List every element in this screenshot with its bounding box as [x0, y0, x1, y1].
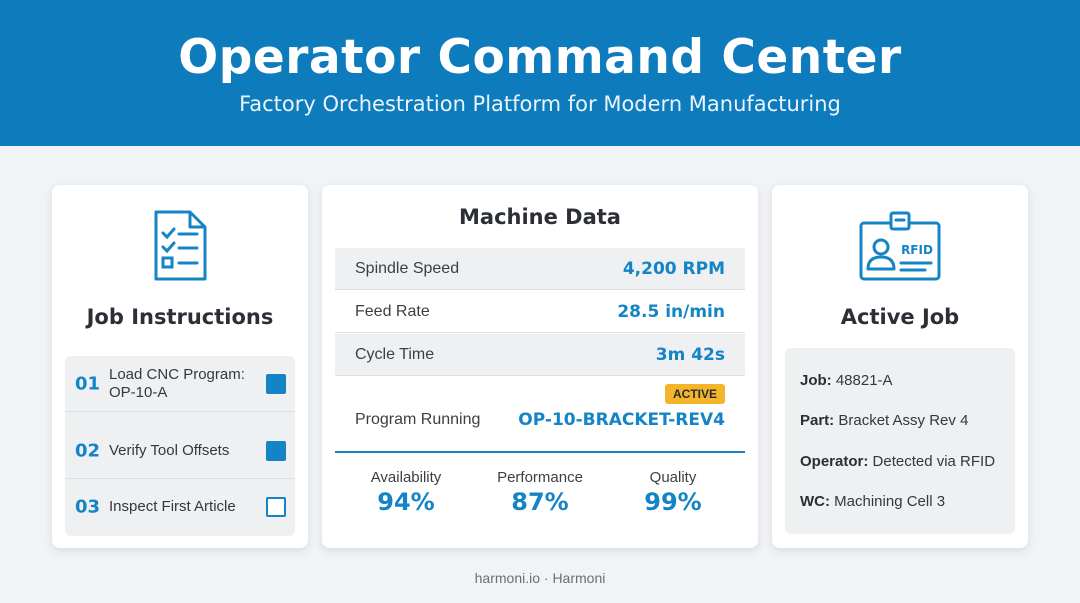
instruction-steps-list: 01 Load CNC Program: OP-10-A 02 Verify T… — [65, 356, 295, 536]
step-checkbox-unchecked[interactable] — [266, 497, 286, 517]
kpi-value: 87% — [511, 488, 569, 516]
step-text: Load CNC Program: OP-10-A — [109, 365, 245, 401]
field-value: Machining Cell 3 — [834, 493, 946, 510]
step-number: 02 — [75, 440, 101, 461]
footer-credit: harmoni.io · Harmoni — [474, 570, 606, 586]
active-job-card: RFID Active Job Job: 48821-A Part: Brack… — [772, 185, 1028, 548]
kpi-label: Quality — [649, 469, 697, 486]
kpi-quality: Quality 99% — [613, 469, 733, 516]
workcenter-field: WC: Machining Cell 3 — [800, 493, 945, 510]
instruction-step[interactable]: 01 Load CNC Program: OP-10-A — [65, 356, 295, 412]
page-subtitle: Factory Orchestration Platform for Moder… — [239, 92, 841, 116]
feed-rate-value: 28.5 in/min — [617, 301, 725, 322]
spindle-speed-value: 4,200 RPM — [622, 258, 725, 279]
checklist-document-icon — [52, 209, 308, 288]
job-instructions-title: Job Instructions — [86, 305, 274, 329]
rfid-icon-text: RFID — [901, 243, 933, 257]
instruction-step[interactable]: 03 Inspect First Article — [65, 479, 295, 535]
rfid-badge-icon: RFID — [772, 211, 1028, 286]
machine-data-row: Spindle Speed 4,200 RPM — [335, 248, 745, 290]
step-number: 03 — [75, 496, 101, 518]
kpi-performance: Performance 87% — [480, 469, 600, 516]
header-banner: Operator Command Center Factory Orchestr… — [0, 0, 1080, 146]
machine-data-card: Machine Data Spindle Speed 4,200 RPM Fee… — [322, 185, 758, 548]
field-key: Part: — [800, 412, 835, 429]
step-number: 01 — [75, 373, 101, 394]
field-key: Operator: — [800, 453, 869, 470]
kpi-value: 99% — [644, 488, 702, 516]
kpi-value: 94% — [377, 488, 435, 516]
section-divider — [335, 451, 745, 453]
active-job-details: Job: 48821-A Part: Bracket Assy Rev 4 Op… — [785, 348, 1015, 534]
program-running-label: Program Running — [355, 411, 481, 428]
active-job-title: Active Job — [840, 305, 960, 329]
machine-data-row: Program Running OP-10-BRACKET-REV4 — [335, 399, 745, 441]
status-badge: ACTIVE — [664, 384, 725, 404]
program-running-value: OP-10-BRACKET-REV4 — [518, 410, 725, 430]
field-value: 48821-A — [835, 372, 893, 389]
step-text: Inspect First Article — [109, 498, 236, 515]
machine-data-row: Cycle Time 3m 42s — [335, 334, 745, 376]
kpi-label: Performance — [497, 469, 583, 486]
spindle-speed-label: Spindle Speed — [355, 259, 460, 277]
cycle-time-label: Cycle Time — [355, 345, 435, 363]
step-checkbox-checked[interactable] — [266, 373, 286, 394]
cycle-time-value: 3m 42s — [655, 344, 725, 365]
field-value: Detected via RFID — [872, 453, 996, 470]
step-checkbox-checked[interactable] — [266, 440, 286, 461]
machine-data-row: Feed Rate 28.5 in/min — [335, 291, 745, 333]
field-value: Bracket Assy Rev 4 — [838, 412, 969, 429]
field-key: WC: — [800, 493, 830, 510]
step-text: Verify Tool Offsets — [109, 441, 230, 459]
operator-field: Operator: Detected via RFID — [800, 453, 995, 470]
kpi-availability: Availability 94% — [346, 469, 466, 516]
feed-rate-label: Feed Rate — [355, 302, 430, 320]
instruction-step[interactable]: 02 Verify Tool Offsets — [65, 423, 295, 479]
job-field: Job: 48821-A — [800, 372, 893, 389]
kpi-label: Availability — [370, 469, 442, 486]
page-title: Operator Command Center — [178, 30, 902, 85]
field-key: Job: — [800, 372, 832, 389]
job-instructions-card: Job Instructions 01 Load CNC Program: OP… — [52, 185, 308, 548]
part-field: Part: Bracket Assy Rev 4 — [800, 412, 968, 429]
machine-data-title: Machine Data — [459, 205, 621, 229]
